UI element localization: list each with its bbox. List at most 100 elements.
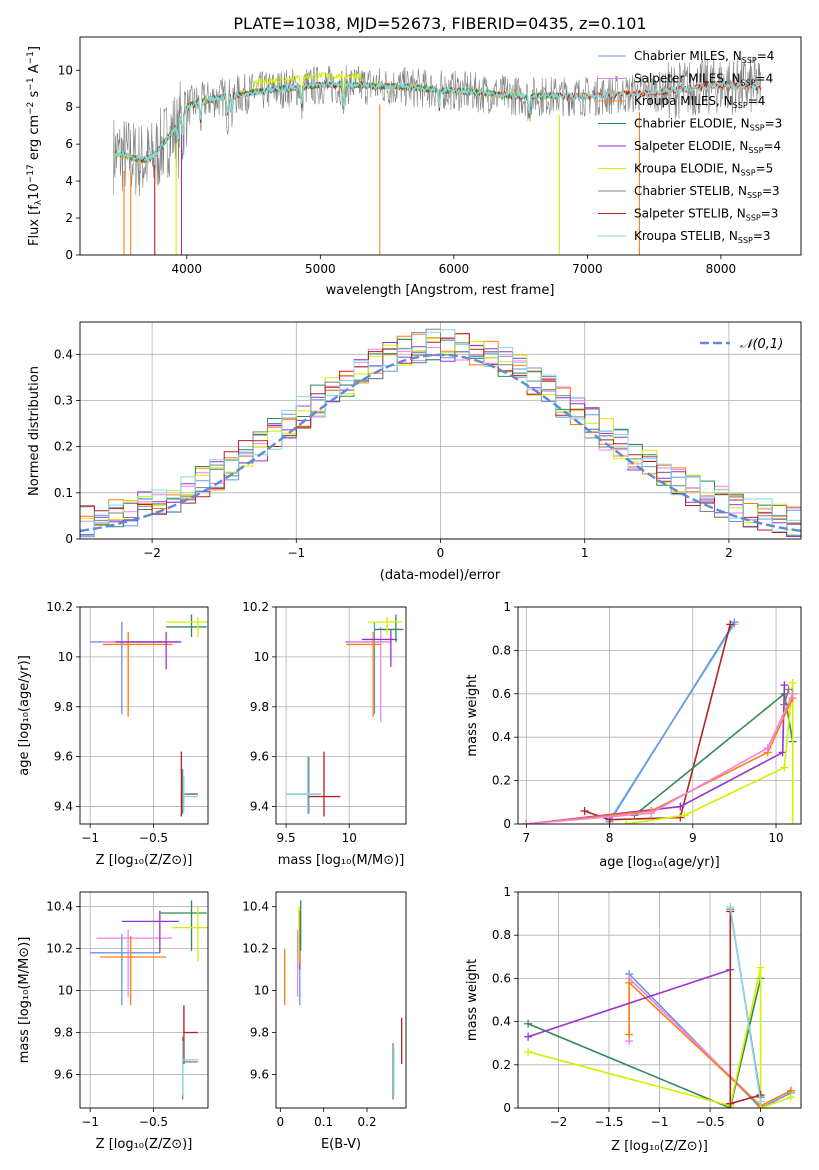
y-tick-label: 9.8	[250, 1026, 269, 1040]
axes-frame	[79, 36, 802, 256]
errorbar-salpeter-elodie	[361, 629, 398, 667]
y-axis-label: age [log₁₀(age/yr)]	[17, 655, 32, 776]
y-axis-label: Normed distribution	[27, 366, 42, 496]
series-line	[527, 978, 762, 1108]
x-axis-label: age [log₁₀(age/yr)]	[599, 855, 720, 870]
series-line	[526, 697, 794, 824]
series-marker	[763, 744, 772, 753]
series-marker	[730, 618, 739, 627]
y-axis-label: mass weight	[465, 959, 480, 1041]
y-tick-label: 10.4	[242, 900, 269, 914]
errorbar-chabrier-elodie	[166, 614, 207, 637]
legend-label: Salpeter MILES, NSSP=4	[634, 72, 773, 88]
hist-salpeter-elodie	[80, 342, 801, 537]
y-tick-label: 10	[254, 650, 269, 664]
errorbar-kroupa-elodie	[166, 616, 208, 637]
y-tick-label: 0.4	[54, 347, 73, 361]
series-line	[729, 906, 762, 1102]
series-line	[527, 969, 731, 1038]
errorbar-salpeter-elodie	[115, 631, 182, 670]
x-axis-label: (data-model)/error	[380, 568, 501, 583]
series-marker	[676, 813, 685, 822]
x-tick-label: −2	[550, 1115, 568, 1129]
y-tick-label: 10	[58, 984, 73, 998]
legend-label: Chabrier ELODIE, NSSP=3	[634, 117, 782, 133]
axes-frame	[79, 321, 802, 540]
y-tick-label: 0.3	[54, 393, 73, 407]
x-tick-label: −2	[143, 546, 161, 560]
y-tick-label: 0.1	[54, 486, 73, 500]
series-chabrier-elodie	[630, 689, 797, 820]
errorbar-chabrier-miles	[90, 933, 160, 1006]
plot-area	[522, 618, 797, 824]
errorbar-kroupa-miles	[102, 631, 173, 717]
y-tick-label: 0	[503, 1101, 511, 1115]
y-tick-label: 9.6	[54, 750, 73, 764]
series-marker	[524, 1019, 533, 1028]
series-marker	[788, 820, 797, 824]
series-marker	[524, 1047, 533, 1056]
series-marker	[726, 620, 735, 629]
x-tick-label: −1	[651, 1115, 669, 1129]
x-tick-label: 1	[581, 546, 589, 560]
errorbar-chabrier-stelib	[182, 769, 198, 815]
y-tick-label: 4	[65, 174, 73, 188]
series-line	[628, 980, 792, 1107]
series-marker	[680, 811, 689, 820]
y-tick-label: 10.2	[242, 942, 269, 956]
x-tick-label: 8000	[706, 262, 737, 276]
x-tick-label: 7	[523, 831, 531, 845]
x-axis-label: wavelength [Angstrom, rest frame]	[326, 283, 555, 298]
y-tick-label: 10.2	[242, 600, 269, 614]
x-tick-label: −1.5	[594, 1115, 623, 1129]
series-marker	[786, 1093, 795, 1102]
normal-curve	[80, 353, 801, 533]
series-line	[584, 624, 731, 821]
x-tick-label: −0.5	[139, 1115, 168, 1129]
axes-frame	[517, 606, 802, 825]
hist-kroupa-stelib	[80, 329, 801, 537]
x-tick-label: 10	[342, 831, 357, 845]
y-tick-label: 0.8	[492, 928, 511, 942]
axes-frame	[275, 606, 407, 825]
series-chabrier-stelib	[780, 685, 793, 709]
y-tick-label: 1	[503, 600, 511, 614]
y-tick-label: 9.4	[250, 800, 269, 814]
y-tick-label: 6	[65, 137, 73, 151]
x-tick-label: 10	[768, 831, 783, 845]
legend-label: Salpeter STELIB, NSSP=3	[634, 207, 778, 223]
plot-area	[80, 328, 801, 538]
x-tick-label: −0.5	[139, 831, 168, 845]
y-tick-label: 9.6	[54, 1067, 73, 1081]
legend: Chabrier MILES, NSSP=4 Salpeter MILES, NS…	[598, 49, 782, 245]
series-marker	[676, 802, 685, 811]
y-axis-label: mass weight	[465, 674, 480, 756]
x-tick-label: 9	[689, 831, 697, 845]
y-tick-label: 2	[65, 211, 73, 225]
series-chabrier-elodie	[524, 974, 765, 1108]
legend-label: 𝒩(0,1)	[740, 337, 783, 352]
series-marker	[756, 1097, 765, 1106]
y-tick-label: 1	[503, 885, 511, 899]
series-marker	[625, 1030, 634, 1039]
axes-frame	[79, 891, 209, 1109]
y-tick-label: 0.6	[492, 687, 511, 701]
figure-title: PLATE=1038, MJD=52673, FIBERID=0435, z=0…	[233, 14, 646, 33]
x-tick-label: 4000	[172, 262, 203, 276]
series-marker	[522, 820, 531, 824]
y-tick-label: 0	[503, 817, 511, 831]
y-tick-label: 0.2	[492, 774, 511, 788]
errorbar-kroupa-elodie	[172, 906, 208, 962]
x-tick-label: −0.5	[695, 1115, 724, 1129]
errorbar-salpeter-miles	[96, 929, 173, 997]
legend-label: Kroupa ELODIE, NSSP=5	[634, 162, 773, 178]
y-tick-label: 10	[58, 650, 73, 664]
series-line	[526, 693, 794, 824]
series-line	[608, 621, 736, 823]
errorbar-chabrier-miles	[345, 621, 384, 715]
x-axis-label: Z [log₁₀(Z/Z⊙)]	[611, 1139, 708, 1154]
series-line	[526, 685, 786, 824]
axes-weight_vs_age: 7 8 9 10 0 0.2 0.4 0.6 0.8 1 age [log₁₀(age/yr)] ma…	[465, 600, 802, 870]
y-tick-label: 9.6	[250, 750, 269, 764]
series-marker	[780, 681, 789, 690]
